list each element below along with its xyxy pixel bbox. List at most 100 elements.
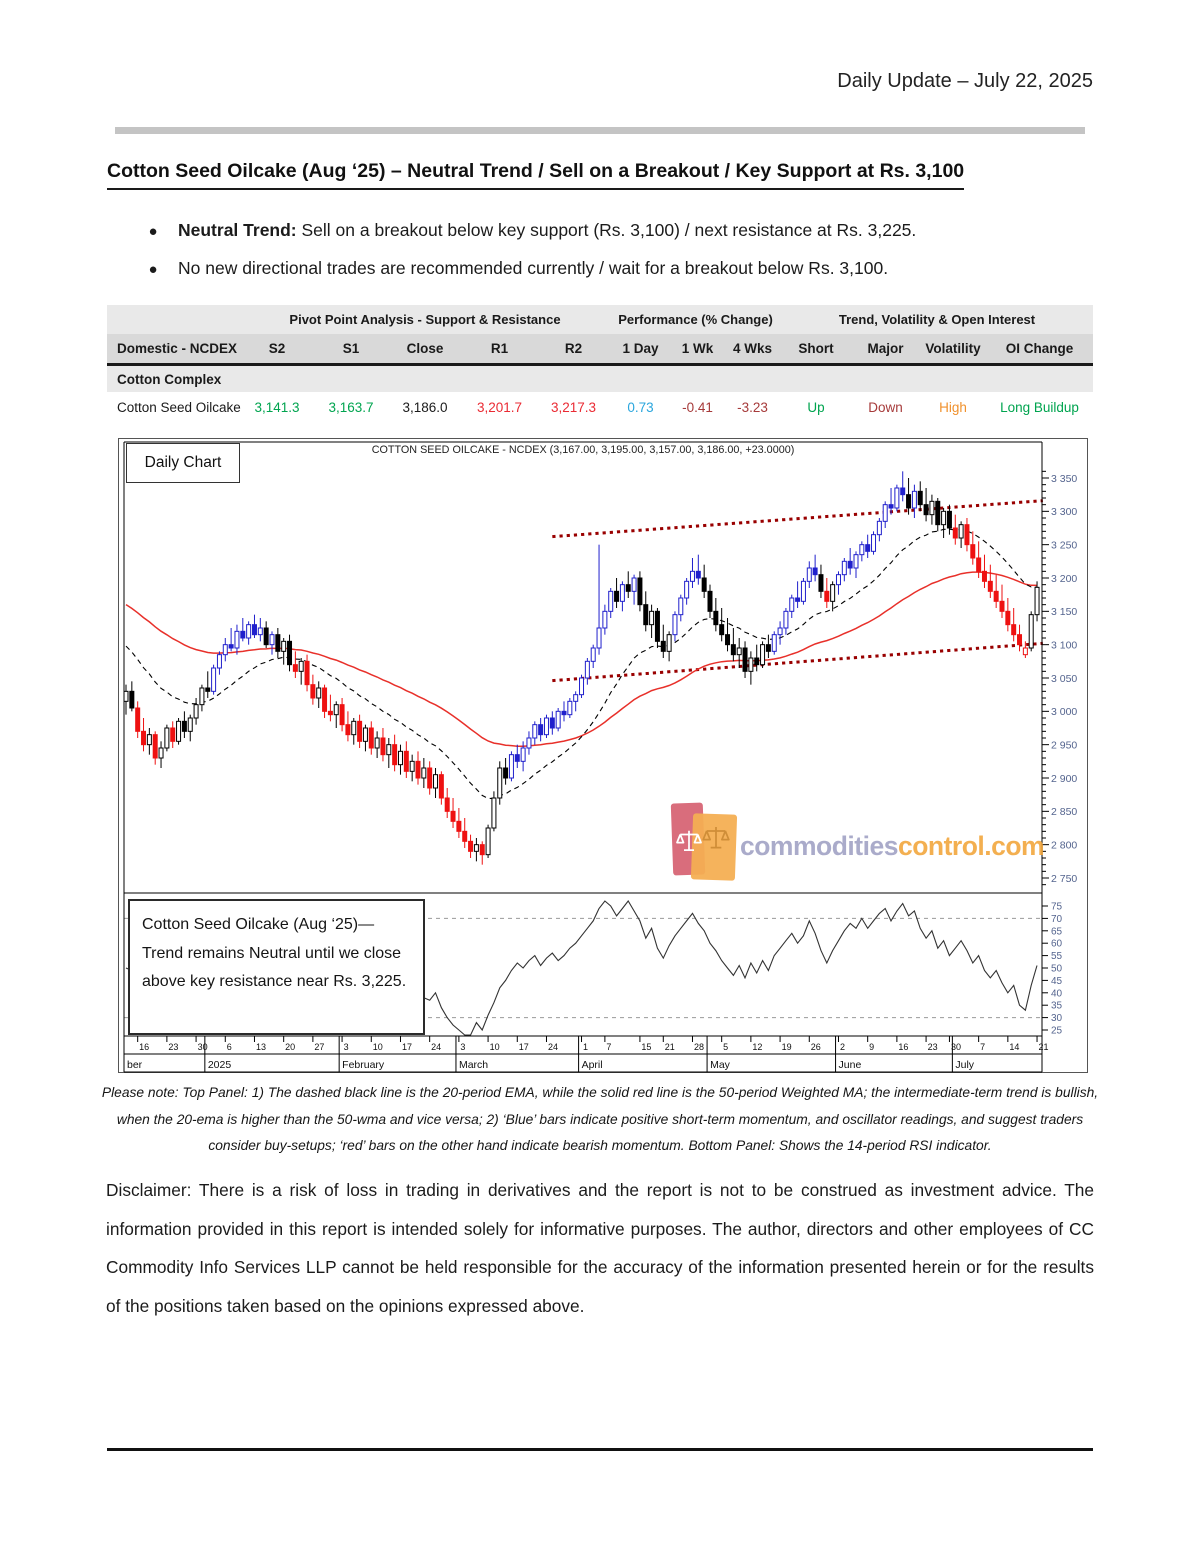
svg-text:July: July (955, 1059, 974, 1071)
watermark-text: commoditiescontrol.com (740, 831, 1045, 861)
svg-text:23: 23 (168, 1042, 178, 1052)
svg-text:10: 10 (373, 1042, 383, 1052)
svg-text:24: 24 (548, 1042, 558, 1052)
pivot-summary-table: Pivot Point Analysis - Support & Resista… (107, 305, 1093, 423)
page-title: Cotton Seed Oilcake (Aug ‘25) – Neutral … (107, 160, 965, 190)
cell-oi-change: Long Buildup (1000, 400, 1079, 415)
svg-text:3 300: 3 300 (1051, 506, 1077, 518)
svg-text:24: 24 (431, 1042, 441, 1052)
date-line: Daily Update – July 22, 2025 (837, 70, 1093, 92)
svg-text:3 150: 3 150 (1051, 606, 1077, 618)
balance-scale-icon (676, 830, 702, 851)
svg-text:9: 9 (869, 1042, 874, 1052)
cell-4wks: -3.23 (737, 400, 768, 415)
table-section-row: Cotton Complex (107, 366, 1093, 392)
chart-annotation-box: Cotton Seed Oilcake (Aug ‘25)— Trend rem… (128, 899, 425, 1035)
svg-text:February: February (342, 1059, 385, 1071)
group-header-blank (107, 305, 240, 334)
cell-r2: 3,217.3 (550, 400, 597, 415)
svg-text:7: 7 (980, 1042, 985, 1052)
commoditiescontrol-logo (670, 801, 738, 887)
svg-text:17: 17 (402, 1042, 412, 1052)
svg-text:June: June (839, 1059, 862, 1071)
svg-text:2 900: 2 900 (1051, 773, 1077, 785)
group-header-pivot: Pivot Point Analysis - Support & Resista… (289, 312, 561, 327)
svg-text:2025: 2025 (208, 1059, 232, 1071)
cell-name: Cotton Seed Oilcake (117, 400, 241, 415)
svg-text:45: 45 (1051, 976, 1063, 987)
svg-text:21: 21 (665, 1042, 675, 1052)
table-group-header-row: Pivot Point Analysis - Support & Resista… (107, 305, 1093, 334)
svg-text:75: 75 (1051, 902, 1063, 913)
table-column-header-row: Domestic - NCDEX S2 S1 Close R1 R2 1 Day 1 W… (107, 334, 1093, 366)
svg-text:3 000: 3 000 (1051, 706, 1077, 718)
svg-text:70: 70 (1051, 914, 1063, 925)
svg-text:3 200: 3 200 (1051, 573, 1077, 585)
balance-scale-icon (702, 827, 730, 849)
svg-text:16: 16 (898, 1042, 908, 1052)
svg-text:7: 7 (606, 1042, 611, 1052)
group-header-performance: Performance (% Change) (618, 312, 773, 327)
cell-s2: 3,141.3 (254, 400, 300, 415)
svg-text:20: 20 (285, 1042, 295, 1052)
svg-text:28: 28 (694, 1042, 704, 1052)
svg-text:2: 2 (840, 1042, 845, 1052)
svg-text:3 350: 3 350 (1051, 473, 1077, 485)
disclaimer-text: Disclaimer: There is a risk of loss in t… (106, 1180, 1094, 1316)
svg-text:COTTON SEED OILCAKE - NCDEX (3: COTTON SEED OILCAKE - NCDEX (3,167.00, 3… (372, 444, 795, 456)
footer-rule (107, 1448, 1093, 1451)
candlestick-rsi-chart: 2 750 2 800 2 850 2 900 2 950 3 000 3 050 3 100… (118, 438, 1088, 1073)
svg-text:23: 23 (928, 1042, 938, 1052)
svg-text:26: 26 (811, 1042, 821, 1052)
svg-text:3: 3 (460, 1042, 465, 1052)
svg-text:12: 12 (752, 1042, 762, 1052)
svg-text:2 850: 2 850 (1051, 806, 1077, 818)
svg-text:19: 19 (782, 1042, 792, 1052)
svg-text:30: 30 (1051, 1013, 1063, 1024)
svg-text:60: 60 (1051, 939, 1063, 950)
svg-text:2 750: 2 750 (1051, 873, 1077, 885)
cell-volatility: High (939, 400, 967, 415)
cell-short-trend: Up (807, 400, 825, 415)
svg-text:16: 16 (139, 1042, 149, 1052)
svg-text:65: 65 (1051, 926, 1063, 937)
svg-text:40: 40 (1051, 988, 1063, 999)
svg-text:ber: ber (127, 1059, 143, 1071)
svg-text:3 050: 3 050 (1051, 673, 1077, 685)
chart-footnote: Please note: Top Panel: 1) The dashed bl… (101, 1085, 1099, 1153)
bullet-text: Neutral Trend: Sell on a breakout below … (178, 220, 917, 240)
bullet-dot: ● (148, 223, 158, 240)
cell-major-trend: Down (868, 400, 903, 415)
svg-text:March: March (459, 1059, 488, 1071)
group-header-trend: Trend, Volatility & Open Interest (838, 312, 1036, 327)
svg-text:21: 21 (1039, 1042, 1049, 1052)
daily-chart-label: Daily Chart (126, 443, 240, 483)
svg-text:25: 25 (1051, 1026, 1063, 1037)
cell-close: 3,186.0 (402, 400, 448, 415)
svg-text:30: 30 (198, 1042, 208, 1052)
svg-text:5: 5 (723, 1042, 728, 1052)
svg-text:55: 55 (1051, 951, 1063, 962)
svg-text:13: 13 (256, 1042, 266, 1052)
svg-text:2 950: 2 950 (1051, 739, 1077, 751)
svg-text:3 250: 3 250 (1051, 539, 1077, 551)
svg-text:6: 6 (227, 1042, 232, 1052)
svg-text:3: 3 (344, 1042, 349, 1052)
bullet-text: No new directional trades are recommende… (178, 258, 889, 278)
svg-text:27: 27 (314, 1042, 324, 1052)
svg-text:14: 14 (1009, 1042, 1019, 1052)
table-row: Cotton Seed Oilcake 3,141.3 3,163.7 3,18… (107, 392, 1093, 423)
bullet-dot: ● (148, 261, 158, 278)
svg-text:April: April (582, 1059, 603, 1071)
daily-chart: 2 750 2 800 2 850 2 900 2 950 3 000 3 050 3 100… (118, 438, 1088, 1073)
svg-text:May: May (710, 1059, 731, 1071)
svg-text:17: 17 (519, 1042, 529, 1052)
svg-text:2 800: 2 800 (1051, 839, 1077, 851)
svg-text:10: 10 (490, 1042, 500, 1052)
svg-text:15: 15 (641, 1042, 651, 1052)
divider-bar (115, 127, 1085, 134)
cell-s1: 3,163.7 (328, 400, 374, 415)
cell-1wk: -0.41 (682, 400, 713, 415)
cell-1day: 0.73 (627, 400, 654, 415)
